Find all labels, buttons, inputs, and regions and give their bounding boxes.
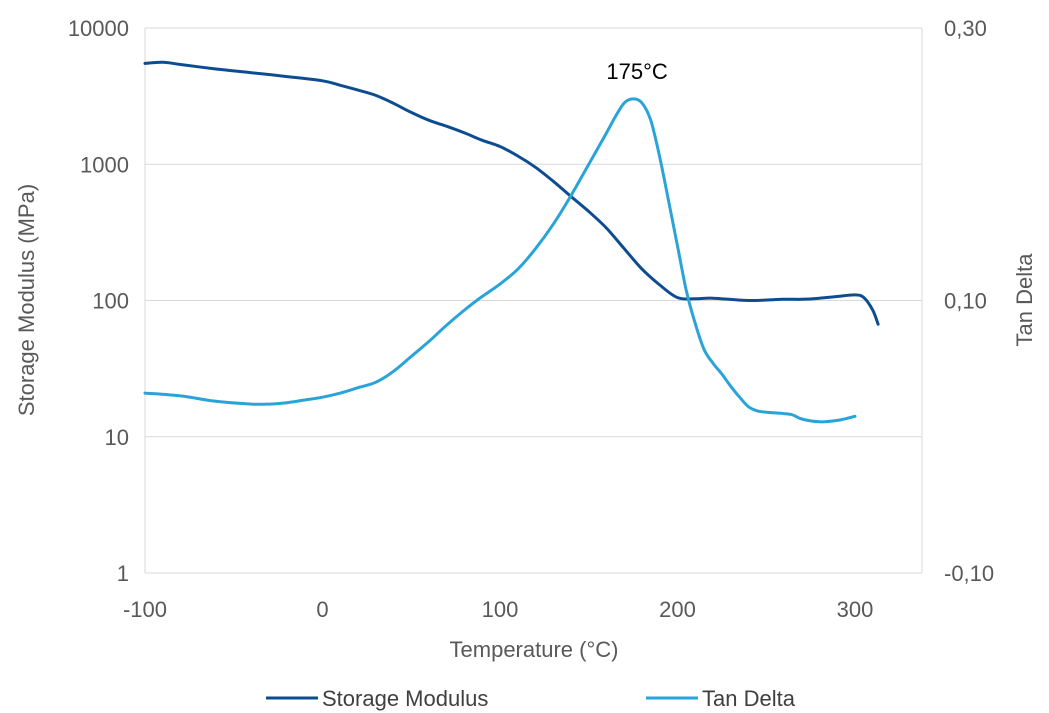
x-tick-label: 0: [316, 597, 328, 622]
series-line-storage-modulus: [143, 60, 880, 326]
left-axis-ticks: 1 10 100 1000 10000: [68, 16, 129, 586]
series-layer: [143, 60, 880, 424]
x-tick-label: 200: [659, 597, 696, 622]
x-tick-label: 300: [837, 597, 874, 622]
y-tick-label: 1: [117, 561, 129, 586]
legend-label-storage-modulus: Storage Modulus: [322, 686, 488, 711]
y2-tick-label: 0,30: [944, 16, 987, 41]
y-tick-label: 10: [105, 425, 129, 450]
legend-label-tan-delta: Tan Delta: [702, 686, 796, 711]
x-axis-ticks: -100 0 100 200 300: [123, 597, 873, 622]
x-tick-label: -100: [123, 597, 167, 622]
x-axis-title: Temperature (°C): [450, 637, 619, 662]
y-tick-label: 100: [92, 289, 129, 314]
right-axis-ticks: -0,10 0,10 0,30: [944, 16, 994, 586]
y-tick-label: 10000: [68, 16, 129, 41]
y2-tick-label: -0,10: [944, 561, 994, 586]
y2-axis-title: Tan Delta: [1012, 253, 1037, 347]
gridlines: [144, 27, 923, 574]
peak-annotation: 175°C: [606, 59, 668, 84]
y-tick-label: 1000: [80, 152, 129, 177]
y2-tick-label: 0,10: [944, 289, 987, 314]
legend: Storage Modulus Tan Delta: [266, 686, 796, 711]
series-line-tan-delta: [143, 97, 857, 424]
x-tick-label: 100: [482, 597, 519, 622]
y-axis-title: Storage Modulus (MPa): [14, 184, 39, 416]
